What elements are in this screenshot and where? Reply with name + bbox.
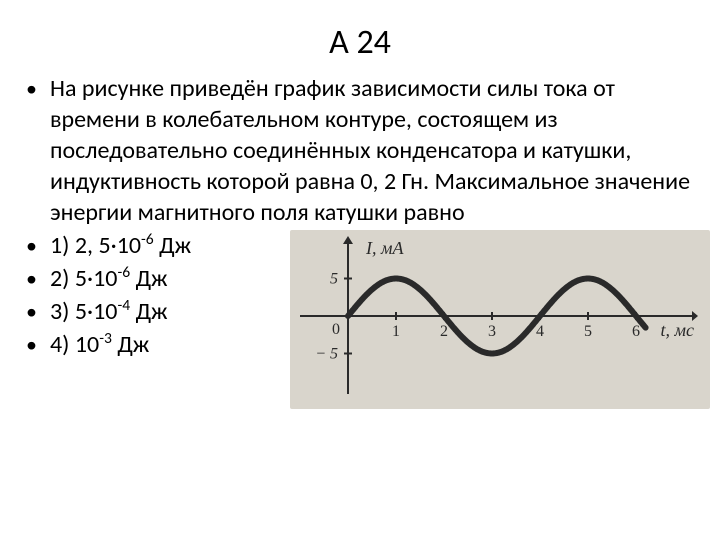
answer-text: 1) 2, 5·10-6 Дж <box>50 230 191 261</box>
svg-text:1: 1 <box>392 323 400 340</box>
bullet-dot: • <box>26 329 46 360</box>
answers-block: • 1) 2, 5·10-6 Дж • 2) 5·10-6 Дж • 3) 5·… <box>50 230 280 362</box>
oscillation-chart: 5 − 5 1 2 3 4 5 6 0 I, мА t, мс <box>298 236 698 396</box>
svg-text:2: 2 <box>440 323 448 340</box>
svg-text:5: 5 <box>330 271 338 288</box>
answer-row: • 3) 5·10-4 Дж <box>50 296 280 327</box>
answer-text: 3) 5·10-4 Дж <box>50 296 168 327</box>
svg-text:t, мс: t, мс <box>661 320 694 340</box>
answer-row: • 4) 10-3 Дж <box>50 329 280 360</box>
svg-text:0: 0 <box>332 321 340 338</box>
chart-background: 5 − 5 1 2 3 4 5 6 0 I, мА t, мс <box>290 230 710 409</box>
bullet-dot: • <box>26 73 46 104</box>
answers-and-chart: • 1) 2, 5·10-6 Дж • 2) 5·10-6 Дж • 3) 5·… <box>50 230 690 409</box>
svg-text:− 5: − 5 <box>315 346 338 363</box>
answer-text: 4) 10-3 Дж <box>50 329 149 360</box>
svg-text:6: 6 <box>632 323 640 340</box>
question-row: • На рисунке приведён график зависимости… <box>50 73 690 228</box>
svg-text:4: 4 <box>536 323 544 340</box>
answer-text: 2) 5·10-6 Дж <box>50 263 168 294</box>
question-text: На рисунке приведён график зависимости с… <box>50 73 690 228</box>
bullet-dot: • <box>26 263 46 294</box>
bullet-dot: • <box>26 296 46 327</box>
page-title: А 24 <box>0 0 720 73</box>
answer-row: • 1) 2, 5·10-6 Дж <box>50 230 280 261</box>
svg-text:3: 3 <box>488 323 496 340</box>
bullet-dot: • <box>26 230 46 261</box>
svg-text:I, мА: I, мА <box>365 238 404 258</box>
answer-row: • 2) 5·10-6 Дж <box>50 263 280 294</box>
svg-text:5: 5 <box>584 323 592 340</box>
content-area: • На рисунке приведён график зависимости… <box>0 73 720 409</box>
chart-area: 5 − 5 1 2 3 4 5 6 0 I, мА t, мс <box>280 230 710 409</box>
